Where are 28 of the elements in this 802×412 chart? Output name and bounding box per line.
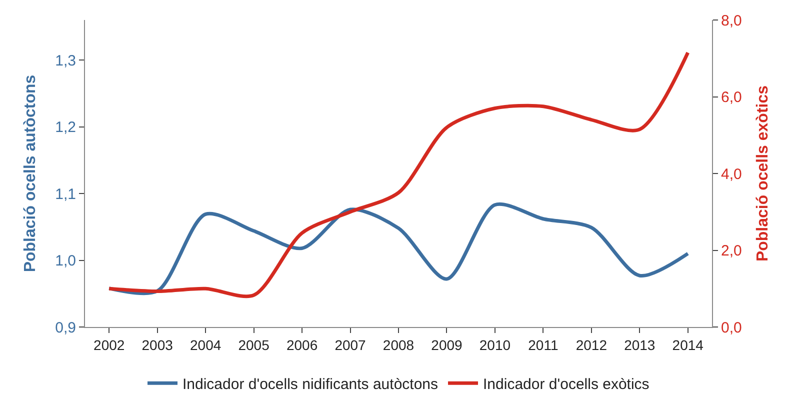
y-tick-label: 0,9 [55,319,76,336]
y-tick-label: 1,1 [55,186,76,203]
x-tick-label: 2014 [672,336,704,353]
x-tick-label: 2009 [431,336,463,353]
y-axis-title: Població ocells autòctons [22,74,40,272]
x-tick-label: 2003 [142,336,174,353]
legend-label: Indicador d'ocells nidificants autòctons [182,376,438,394]
y2-tick-label: 0,0 [721,319,742,336]
x-tick-label: 2013 [624,336,656,353]
line-series [107,50,690,298]
y-tick-label: 1,2 [55,119,76,136]
x-tick-label: 2007 [334,336,366,353]
x-tick-label: 2010 [479,336,511,353]
x-tick-label: 2012 [576,336,608,353]
y-tick-label: 1,0 [55,252,76,270]
x-tick-label: 2006 [286,336,318,353]
y2-tick-label: 4,0 [721,166,742,183]
x-tick-label: 2004 [190,336,222,353]
x-tick-label: 2008 [382,336,414,353]
x-tick-label: 2011 [528,336,558,353]
legend-label: Indicador d'ocells exòtics [483,376,650,394]
y-tick-label: 1,3 [55,52,76,70]
x-tick-label: 2002 [94,336,125,353]
y2-tick-label: 6,0 [721,89,742,106]
y2-tick-label: 2,0 [721,242,742,260]
y2-tick-label: 8,0 [721,12,742,30]
x-tick-label: 2005 [238,336,270,353]
y2-axis-title: Població ocells exòtics [754,85,772,262]
